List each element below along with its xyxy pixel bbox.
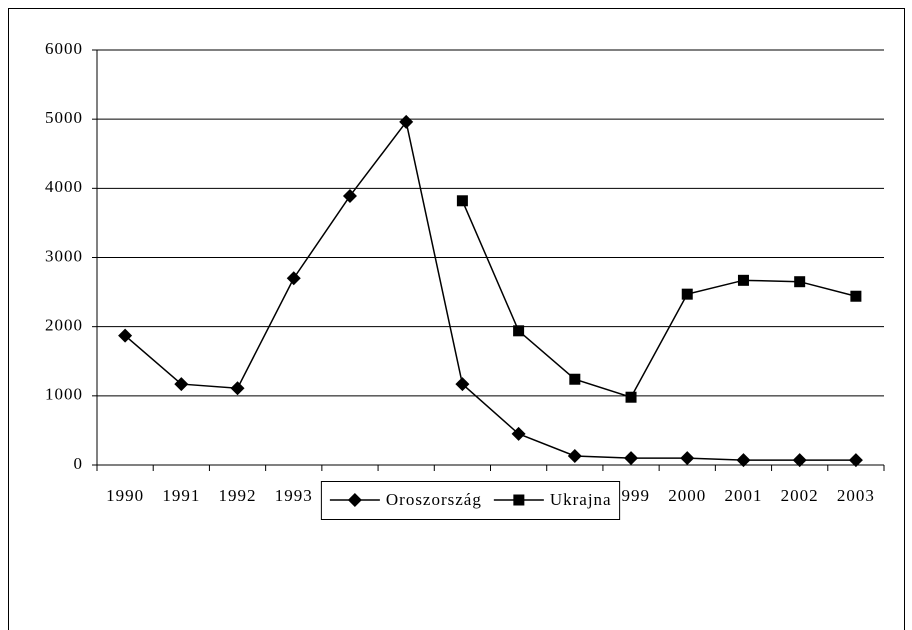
y-tick-label: 5000 xyxy=(45,108,83,127)
marker xyxy=(792,453,807,468)
marker xyxy=(625,391,637,403)
x-tick-label: 1990 xyxy=(106,486,144,505)
marker xyxy=(569,373,581,385)
marker xyxy=(456,195,468,207)
legend-label: Ukrajna xyxy=(550,490,612,509)
x-tick-label: 2001 xyxy=(724,486,762,505)
x-tick-label: 1999 xyxy=(612,486,650,505)
y-tick-label: 1000 xyxy=(45,385,83,404)
marker xyxy=(681,288,693,300)
x-tick-label: 1992 xyxy=(219,486,257,505)
y-tick-label: 3000 xyxy=(45,246,83,265)
y-tick-label: 6000 xyxy=(45,39,83,58)
x-tick-label: 1993 xyxy=(275,486,313,505)
marker xyxy=(567,449,582,464)
legend-marker xyxy=(513,494,525,506)
marker xyxy=(680,451,695,466)
marker xyxy=(118,328,133,343)
marker xyxy=(342,188,357,203)
x-tick-label: 2000 xyxy=(668,486,706,505)
marker xyxy=(513,325,525,337)
legend-marker xyxy=(347,493,362,507)
marker xyxy=(848,453,863,468)
y-tick-label: 4000 xyxy=(45,177,83,196)
marker xyxy=(511,426,526,441)
series-line xyxy=(124,120,856,461)
y-tick-label: 0 xyxy=(74,454,84,473)
marker xyxy=(624,451,639,466)
marker xyxy=(736,453,751,468)
marker xyxy=(399,114,414,129)
marker xyxy=(174,377,189,392)
legend-label: Oroszország xyxy=(386,490,482,509)
legend: Oroszország Ukrajna xyxy=(320,481,621,520)
y-tick-label: 2000 xyxy=(45,316,83,335)
x-tick-label: 2003 xyxy=(837,486,875,505)
x-tick-label: 1991 xyxy=(162,486,200,505)
marker xyxy=(455,377,470,392)
marker xyxy=(737,274,749,286)
marker xyxy=(794,276,806,288)
marker xyxy=(230,381,245,396)
series-line xyxy=(461,200,857,399)
chart-border xyxy=(8,8,905,630)
marker xyxy=(286,271,301,286)
marker xyxy=(850,290,862,302)
x-tick-label: 2002 xyxy=(781,486,819,505)
